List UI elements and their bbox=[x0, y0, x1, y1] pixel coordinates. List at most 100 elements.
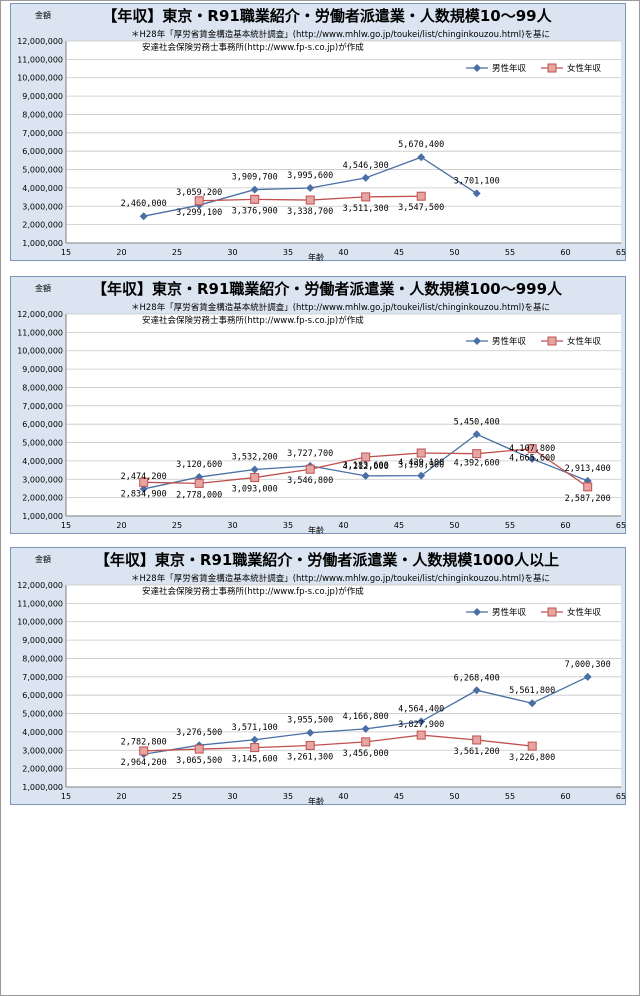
chart-note-line2: 安達社会保険労務士事務所(http://www.fp-s.co.jp)が作成 bbox=[142, 42, 364, 53]
x-tick-label: 35 bbox=[283, 792, 293, 801]
x-tick-label: 20 bbox=[116, 792, 126, 801]
data-label: 5,670,400 bbox=[398, 140, 444, 150]
y-tick-label: 7,000,000 bbox=[22, 129, 63, 138]
x-tick-label: 25 bbox=[172, 248, 182, 257]
male-salary-point bbox=[417, 471, 426, 480]
chart-title: 【年収】東京・R91職業紹介・労働者派遣業・人数規模1000人以上 bbox=[95, 551, 559, 569]
plot-area bbox=[66, 314, 621, 516]
data-label: 3,701,100 bbox=[454, 176, 500, 186]
data-label: 2,834,900 bbox=[121, 489, 167, 499]
y-tick-label: 3,000,000 bbox=[22, 475, 63, 484]
x-tick-label: 30 bbox=[227, 521, 237, 530]
legend-marker bbox=[473, 64, 481, 72]
y-tick-label: 9,000,000 bbox=[22, 92, 63, 101]
data-label: 3,456,000 bbox=[343, 749, 389, 759]
male-salary-point bbox=[306, 183, 315, 192]
y-tick-label: 4,000,000 bbox=[22, 728, 63, 737]
female-salary-point bbox=[139, 477, 149, 487]
legend-label: 男性年収 bbox=[492, 607, 527, 618]
chart-title: 【年収】東京・R91職業紹介・労働者派遣業・人数規模10～99人 bbox=[102, 7, 552, 25]
data-label: 3,511,300 bbox=[343, 204, 389, 214]
data-label: 3,065,500 bbox=[176, 756, 222, 766]
data-label: 2,460,000 bbox=[121, 199, 167, 209]
y-tick-label: 5,000,000 bbox=[22, 710, 63, 719]
male-salary-point bbox=[472, 430, 481, 439]
y-tick-label: 9,000,000 bbox=[22, 636, 63, 645]
data-label: 3,338,700 bbox=[287, 207, 333, 217]
chart-panel-size-1000-plus: 【年収】東京・R91職業紹介・労働者派遣業・人数規模1000人以上 ＊H28年「… bbox=[10, 547, 626, 806]
data-label: 3,093,000 bbox=[232, 485, 278, 495]
y-tick-label: 6,000,000 bbox=[22, 147, 63, 156]
female-salary-point bbox=[194, 744, 204, 754]
male-salary-point bbox=[361, 471, 370, 480]
x-tick-label: 15 bbox=[61, 521, 71, 530]
y-axis-label: 金額 bbox=[35, 554, 51, 564]
chart-note-line2: 安達社会保険労務士事務所(http://www.fp-s.co.jp)が作成 bbox=[142, 315, 364, 326]
x-tick-label: 60 bbox=[560, 248, 570, 257]
data-label: 3,955,500 bbox=[287, 716, 333, 726]
data-label: 4,392,600 bbox=[454, 459, 500, 469]
data-label: 3,276,500 bbox=[176, 728, 222, 738]
data-label: 3,145,600 bbox=[232, 755, 278, 765]
female-salary-point bbox=[472, 449, 482, 459]
x-tick-label: 50 bbox=[449, 521, 459, 530]
data-label: 2,587,200 bbox=[565, 494, 611, 504]
male-salary-point bbox=[250, 465, 259, 474]
female-salary-point bbox=[305, 464, 315, 474]
male-salary-point bbox=[583, 672, 592, 681]
female-salary-point bbox=[416, 191, 426, 201]
y-tick-label: 4,000,000 bbox=[22, 184, 63, 193]
y-tick-label: 10,000,000 bbox=[17, 618, 63, 627]
legend-label: 女性年収 bbox=[567, 63, 602, 74]
x-tick-label: 35 bbox=[283, 248, 293, 257]
y-tick-label: 12,000,000 bbox=[17, 310, 63, 319]
chart-note-line1: ＊H28年「厚労省賃金構造基本統計調査」(http://www.mhlw.go.… bbox=[131, 29, 550, 40]
data-label: 3,561,200 bbox=[454, 747, 500, 757]
y-tick-label: 1,000,000 bbox=[22, 512, 63, 521]
x-axis-label: 年齢 bbox=[308, 525, 324, 535]
y-tick-label: 2,000,000 bbox=[22, 221, 63, 230]
y-axis-label: 金額 bbox=[35, 10, 51, 20]
data-label: 4,564,400 bbox=[398, 705, 444, 715]
female-salary-point bbox=[305, 195, 315, 205]
x-tick-label: 25 bbox=[172, 792, 182, 801]
y-tick-labels: 1,000,000 2,000,000 3,000,000 4,000,000 5,00… bbox=[17, 37, 63, 248]
data-label: 4,665,600 bbox=[509, 454, 555, 464]
plot-area bbox=[66, 41, 621, 243]
x-tick-labels: 15 20 25 30 35 40 45 50 55 60 65 bbox=[61, 792, 626, 801]
male-salary-point bbox=[250, 185, 259, 194]
x-tick-label: 40 bbox=[338, 792, 348, 801]
x-tick-label: 20 bbox=[116, 521, 126, 530]
data-label: 3,059,200 bbox=[176, 188, 222, 198]
data-label: 4,546,300 bbox=[343, 161, 389, 171]
male-salary-point bbox=[361, 173, 370, 182]
y-tick-label: 12,000,000 bbox=[17, 581, 63, 590]
series bbox=[139, 153, 481, 221]
female-salary-point bbox=[527, 444, 537, 454]
y-tick-label: 2,000,000 bbox=[22, 765, 63, 774]
data-label: 2,964,200 bbox=[121, 758, 167, 768]
data-label: 5,561,800 bbox=[509, 686, 555, 696]
data-label: 2,782,800 bbox=[121, 737, 167, 747]
male-salary-point bbox=[528, 454, 537, 463]
male-salary-point bbox=[306, 728, 315, 737]
series bbox=[139, 430, 593, 493]
data-label: 5,450,400 bbox=[454, 417, 500, 427]
chart-svg: 【年収】東京・R91職業紹介・労働者派遣業・人数規模10～99人 ＊H28年「厚… bbox=[17, 7, 626, 262]
legend: 男性年収 女性年収 bbox=[466, 336, 602, 347]
legend-marker bbox=[547, 63, 557, 73]
legend: 男性年収 女性年収 bbox=[466, 63, 602, 74]
chart-panel-size-10-99: 【年収】東京・R91職業紹介・労働者派遣業・人数規模10～99人 ＊H28年「厚… bbox=[10, 3, 626, 262]
male-salary-point bbox=[417, 153, 426, 162]
chart-note-line1: ＊H28年「厚労省賃金構造基本統計調査」(http://www.mhlw.go.… bbox=[131, 573, 550, 584]
y-axis-label: 金額 bbox=[35, 283, 51, 293]
y-tick-label: 5,000,000 bbox=[22, 439, 63, 448]
female-salary-point bbox=[361, 452, 371, 462]
chart-panel-size-100-999: 【年収】東京・R91職業紹介・労働者派遣業・人数規模100～999人 ＊H28年… bbox=[10, 276, 626, 535]
y-tick-label: 3,000,000 bbox=[22, 202, 63, 211]
data-label: 2,474,200 bbox=[121, 472, 167, 482]
data-label: 3,547,500 bbox=[398, 203, 444, 213]
x-tick-label: 30 bbox=[227, 792, 237, 801]
series bbox=[139, 672, 592, 759]
y-tick-label: 8,000,000 bbox=[22, 110, 63, 119]
